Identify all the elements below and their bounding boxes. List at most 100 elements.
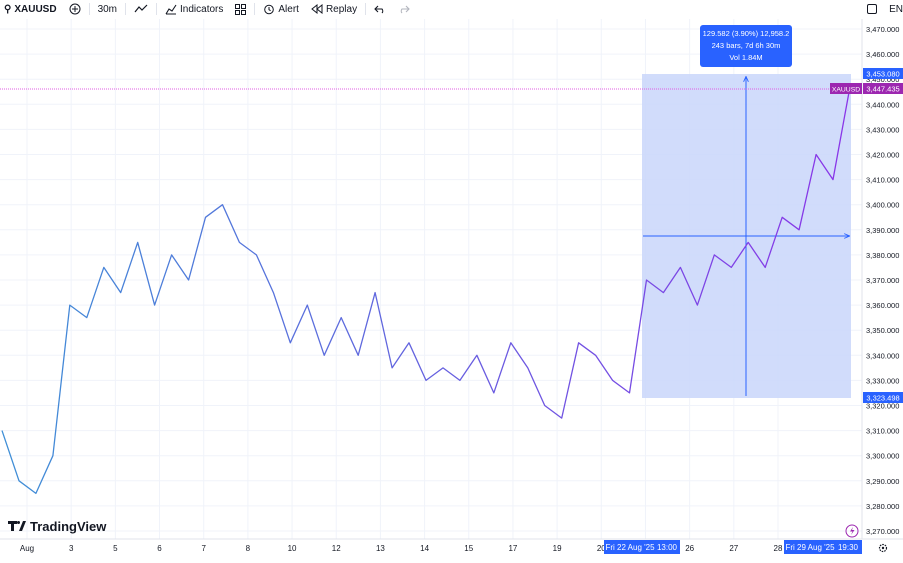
vertical-gridlines	[26, 19, 779, 539]
interval-button[interactable]: 30m	[92, 0, 123, 18]
time-tick-label: 26	[685, 544, 694, 553]
range-info-box	[700, 25, 792, 67]
interval-label: 30m	[97, 3, 118, 15]
divider	[365, 3, 367, 15]
settings-button[interactable]	[878, 543, 888, 553]
price-tick-label: 3,370.000	[866, 276, 899, 285]
language-button[interactable]: EN	[883, 0, 903, 18]
lightning-circle	[845, 524, 859, 538]
time-tick-label: 19	[553, 544, 562, 553]
price-tick-label: 3,310.000	[866, 427, 899, 436]
indicators-button[interactable]: Indicators	[159, 0, 229, 18]
symbol-button[interactable]: ⚲ XAUUSD	[0, 0, 63, 18]
replay-label: Replay	[325, 3, 358, 15]
lightning-button[interactable]	[845, 524, 859, 538]
tradingview-logo[interactable]: TradingView	[8, 519, 107, 534]
last-price: 3,447.435	[866, 85, 899, 94]
price-tick-label: 3,460.000	[866, 50, 899, 59]
price-tick-label: 3,280.000	[866, 502, 899, 511]
divider	[125, 3, 127, 15]
lightning-icon	[850, 527, 855, 535]
time-tags: Fri 22 Aug '25 13:00 Fri 29 Aug '25 19:3…	[604, 540, 862, 554]
grid-icon	[235, 3, 247, 15]
time-tick-label: 28	[774, 544, 783, 553]
chart-area[interactable]: 129.582 (3.90%) 12,958.2 243 bars, 7d 6h…	[0, 19, 903, 558]
price-tick-label: 3,390.000	[866, 226, 899, 235]
price-tags: 3,453.080 XAUUSD 3,447.435 3,323.498	[830, 68, 903, 403]
alert-button[interactable]: Alert	[257, 0, 305, 18]
time-tick-label: 7	[201, 544, 206, 553]
range-start-time: 13:00	[657, 543, 678, 552]
price-tick-label: 3,450.000	[866, 75, 899, 84]
price-tick-label: 3,380.000	[866, 251, 899, 260]
price-tick-label: 3,340.000	[866, 351, 899, 360]
range-low-price: 3,323.498	[866, 394, 899, 403]
price-tick-label: 3,290.000	[866, 477, 899, 486]
tv-logo-dot	[17, 521, 20, 524]
range-info-line1: 129.582 (3.90%) 12,958.2	[703, 29, 790, 38]
layouts-button[interactable]	[229, 0, 252, 18]
search-icon: ⚲	[4, 3, 12, 15]
chart-type-button[interactable]	[128, 0, 154, 18]
logo-text: TradingView	[30, 519, 107, 534]
indicators-icon	[165, 4, 177, 14]
range-high-price: 3,453.080	[866, 70, 899, 79]
indicators-label: Indicators	[180, 3, 224, 15]
time-tick-label: 10	[288, 544, 297, 553]
price-tick-label: 3,420.000	[866, 151, 899, 160]
top-toolbar: ⚲ XAUUSD 30m Indicators Alert Replay	[0, 0, 903, 18]
alert-label: Alert	[278, 3, 299, 15]
price-tick-label: 3,440.000	[866, 100, 899, 109]
price-tick-label: 3,270.000	[866, 527, 899, 536]
range-info-line2: 243 bars, 7d 6h 30m	[712, 41, 781, 50]
rewind-icon	[311, 4, 323, 14]
price-tick-label: 3,350.000	[866, 326, 899, 335]
symbol-price-label-text: XAUUSD	[832, 87, 860, 94]
time-tick-label: 20	[597, 544, 606, 553]
line-chart-icon	[134, 4, 148, 13]
range-info-line3: Vol 1.84M	[729, 53, 762, 62]
tv-logo-icon	[8, 521, 26, 531]
gear-icon	[878, 543, 888, 553]
price-tick-label: 3,320.000	[866, 402, 899, 411]
price-tick-label: 3,410.000	[866, 176, 899, 185]
fullscreen-button[interactable]	[861, 0, 883, 18]
price-scale-background	[862, 19, 903, 539]
divider	[156, 3, 158, 15]
redo-button[interactable]	[392, 0, 416, 18]
time-scale-background	[0, 539, 903, 558]
range-info-tooltip: 129.582 (3.90%) 12,958.2 243 bars, 7d 6h…	[700, 25, 792, 67]
range-end-date-tag	[784, 540, 862, 554]
range-end-time: 19:30	[838, 543, 859, 552]
price-chart[interactable]: 129.582 (3.90%) 12,958.2 243 bars, 7d 6h…	[0, 19, 903, 558]
time-tick-label: Aug	[20, 544, 34, 553]
toolbar-right: EN	[861, 0, 903, 18]
replay-button[interactable]: Replay	[305, 0, 363, 18]
range-start-date: Fri 22 Aug '25	[605, 543, 655, 552]
divider	[254, 3, 256, 15]
range-low-price-tag	[863, 392, 903, 403]
price-tick-label: 3,400.000	[866, 201, 899, 210]
time-tick-label: 3	[69, 544, 74, 553]
undo-icon	[374, 5, 384, 14]
time-tick-label: 17	[508, 544, 517, 553]
time-tick-label: 8	[246, 544, 251, 553]
time-tick-label: 12	[332, 544, 341, 553]
gear-center	[881, 546, 885, 550]
compare-button[interactable]	[63, 0, 87, 18]
price-tick-label: 3,430.000	[866, 125, 899, 134]
divider	[88, 3, 90, 15]
square-icon	[867, 4, 878, 14]
range-end-date: Fri 29 Aug '25	[785, 543, 835, 552]
price-tick-label: 3,300.000	[866, 452, 899, 461]
time-tick-label: 5	[113, 544, 118, 553]
symbol-label: XAUUSD	[14, 3, 57, 15]
price-scale[interactable]: 3,470.000 3,460.000 3,450.000 3,440.000 3,43…	[866, 25, 899, 536]
undo-button[interactable]	[368, 0, 392, 18]
price-tick-label: 3,360.000	[866, 301, 899, 310]
alarm-clock-icon	[264, 4, 275, 15]
price-tick-label: 3,470.000	[866, 25, 899, 34]
range-start-date-tag	[604, 540, 680, 554]
price-series-line	[1, 86, 851, 495]
time-tick-label: 13	[376, 544, 385, 553]
